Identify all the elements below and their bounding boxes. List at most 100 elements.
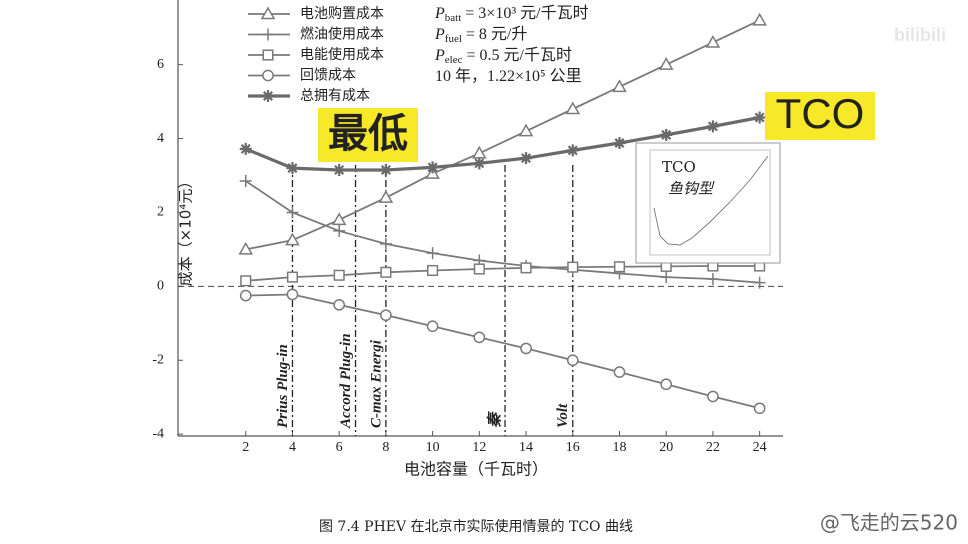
marker (239, 175, 252, 188)
y-tick-label: -4 (152, 426, 164, 441)
x-tick-label: 24 (753, 440, 767, 455)
parameter: Pfuel = 8 元/升 (434, 25, 527, 45)
marker (613, 366, 626, 378)
marker (706, 120, 719, 133)
marker (333, 298, 346, 311)
legend-label: 回馈成本 (300, 68, 356, 84)
x-tick-label: 18 (612, 440, 626, 455)
marker (333, 163, 346, 176)
marker (262, 69, 274, 82)
reference-label: C-max Energi (368, 339, 384, 428)
marker (473, 157, 486, 170)
legend-label: 电能使用成本 (300, 46, 384, 63)
marker (331, 212, 347, 226)
y-tick-label: 2 (157, 205, 164, 220)
series-line (245, 180, 760, 284)
marker (565, 101, 581, 115)
x-tick-label: 8 (382, 440, 389, 455)
reference-label: Prius Plug-in (275, 344, 291, 428)
x-tick-label: 16 (566, 440, 580, 455)
inset-axes (649, 149, 771, 256)
series-line (245, 293, 760, 410)
marker (473, 331, 486, 344)
marker (753, 276, 766, 289)
inset-frame (635, 142, 781, 264)
caption: 图 7.4 PHEV 在北京市实际使用情景的 TCO 曲线 (319, 518, 633, 535)
marker (239, 142, 252, 155)
parameter-text: = 3×10³ 元/千瓦时 (461, 4, 588, 22)
marker (286, 162, 299, 175)
parameter-subscript: batt (445, 12, 462, 24)
parameter-symbol: P (434, 26, 445, 43)
marker (705, 34, 721, 48)
marker (378, 190, 394, 203)
marker (426, 161, 439, 174)
marker (260, 6, 276, 20)
legend-label: 燃油使用成本 (300, 26, 384, 43)
series-markers (239, 288, 766, 415)
marker (753, 111, 766, 124)
marker (613, 136, 626, 149)
marker (262, 90, 274, 102)
legend-marker (262, 69, 274, 82)
inset-curve (653, 155, 769, 246)
marker (286, 288, 299, 301)
marker (262, 28, 274, 41)
series-line (245, 265, 760, 282)
series-markers (240, 260, 766, 287)
legend-marker (262, 90, 274, 102)
parameter-text: 10 年，1.22×10⁵ 公里 (435, 67, 582, 85)
watermark-site: bilibili (894, 25, 946, 45)
x-tick-label: 22 (706, 440, 720, 455)
parameter-subscript: fuel (445, 33, 462, 45)
inset: TCO 鱼钩型 (635, 142, 781, 264)
marker (379, 237, 392, 250)
marker (240, 275, 252, 287)
reference-label: Accord Plug-in (338, 333, 354, 429)
legend-marker (262, 49, 274, 61)
y-axis-label: 成本（×10⁴元） (177, 174, 195, 287)
marker (520, 262, 532, 274)
inset-subtitle: 鱼钩型 (668, 180, 715, 198)
marker (707, 390, 719, 403)
series-line (245, 19, 761, 251)
marker (660, 378, 673, 391)
x-axis-label: 电池容量（千瓦时） (404, 460, 548, 479)
marker (518, 123, 534, 137)
highlight-tco: TCO (776, 90, 865, 137)
legend-label: 总拥有成本 (300, 88, 370, 104)
marker (752, 12, 767, 26)
marker (380, 309, 392, 322)
x-tick-label: 2 (242, 440, 249, 455)
series-line (245, 115, 760, 172)
y-tick-label: -2 (152, 352, 164, 367)
marker (520, 342, 532, 355)
marker (567, 261, 579, 273)
reference-label: Volt (555, 403, 571, 428)
marker (658, 57, 674, 70)
marker (238, 241, 254, 255)
marker (285, 232, 300, 246)
marker (660, 271, 673, 284)
y-tick-label: 0 (157, 279, 164, 294)
marker (473, 263, 485, 275)
watermark-user: @飞走的云520 (820, 511, 958, 535)
inset-title: TCO (662, 158, 696, 176)
parameter-text: = 8 元/升 (462, 25, 527, 43)
reference-label: 秦 (486, 411, 503, 428)
series-markers (239, 111, 766, 176)
marker (566, 144, 579, 157)
marker (613, 261, 626, 273)
parameter: Pbatt = 3×10³ 元/千瓦时 (434, 4, 589, 24)
highlight-box (765, 92, 875, 140)
x-tick-label: 4 (289, 440, 296, 455)
marker (286, 206, 299, 219)
legend-label: 电池购置成本 (300, 6, 384, 22)
parameter-symbol: P (434, 5, 445, 22)
marker (612, 79, 627, 93)
legend-marker (262, 28, 274, 41)
marker (426, 320, 439, 333)
highlight-min: 最低 (328, 111, 408, 157)
y-tick-label: 6 (157, 57, 164, 72)
